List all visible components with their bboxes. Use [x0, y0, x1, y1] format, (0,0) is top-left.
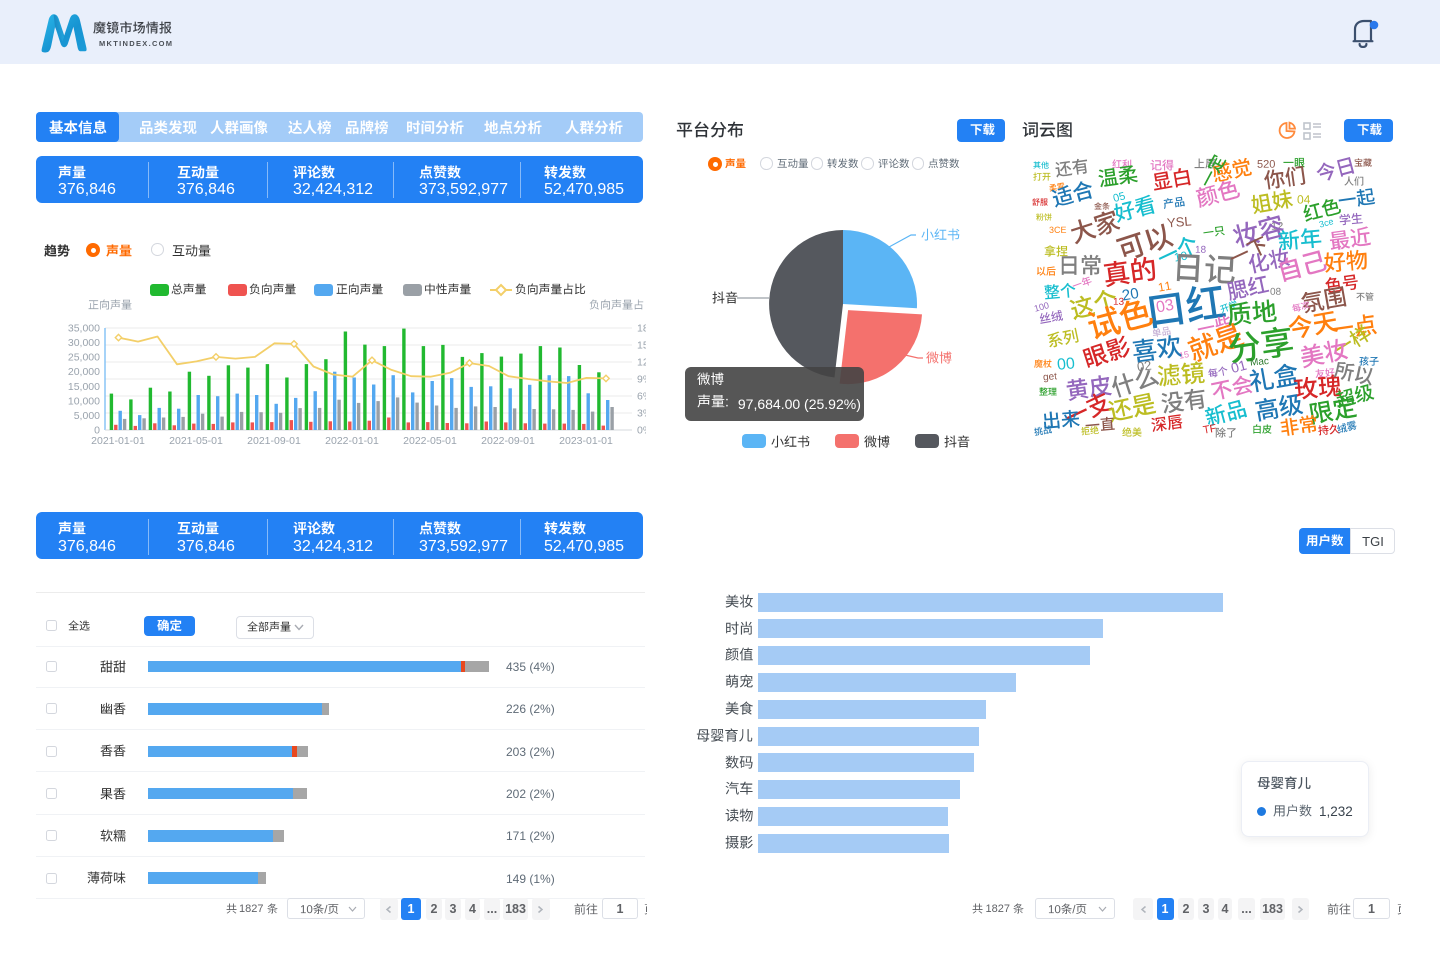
svg-text:30,000: 30,000 [68, 337, 100, 349]
svg-text:15,000: 15,000 [68, 381, 100, 393]
svg-text:2021-05-01: 2021-05-01 [169, 435, 223, 447]
svg-text:10,000: 10,000 [68, 395, 100, 407]
svg-text:20,000: 20,000 [68, 366, 100, 378]
svg-text:2021-01-01: 2021-01-01 [91, 435, 145, 447]
svg-text:5,000: 5,000 [74, 410, 100, 422]
svg-text:18%: 18% [637, 323, 646, 335]
svg-text:35,000: 35,000 [68, 323, 100, 335]
svg-text:2023-01-01: 2023-01-01 [559, 435, 613, 447]
svg-text:2021-09-01: 2021-09-01 [247, 435, 301, 447]
svg-text:25,000: 25,000 [68, 352, 100, 364]
svg-text:0%: 0% [637, 425, 646, 437]
svg-text:9%: 9% [637, 374, 646, 386]
svg-text:15%: 15% [637, 340, 646, 352]
svg-text:6%: 6% [637, 391, 646, 403]
svg-text:0: 0 [94, 425, 100, 437]
svg-text:2022-05-01: 2022-05-01 [403, 435, 457, 447]
svg-text:2022-01-01: 2022-01-01 [325, 435, 379, 447]
svg-text:3%: 3% [637, 408, 646, 420]
svg-text:12%: 12% [637, 357, 646, 369]
svg-text:2022-09-01: 2022-09-01 [481, 435, 535, 447]
